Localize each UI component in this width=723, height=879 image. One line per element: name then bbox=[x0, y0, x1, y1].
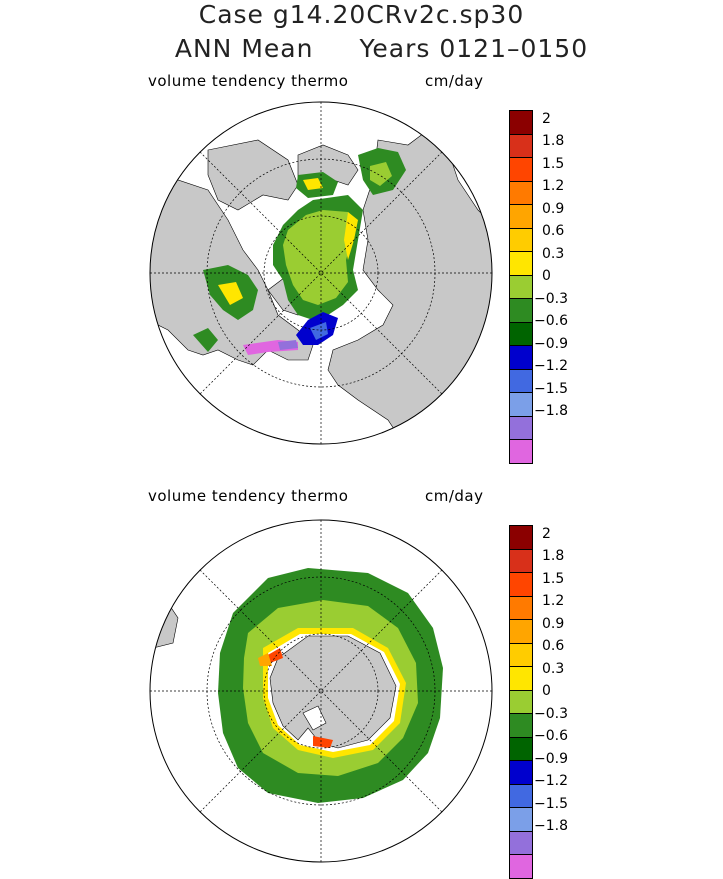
colorbar-segment bbox=[510, 415, 532, 439]
colorbar-tick-label: 2 bbox=[542, 525, 551, 542]
colorbar-segment bbox=[510, 251, 532, 275]
colorbar-segment bbox=[510, 548, 532, 572]
colorbar-segment bbox=[510, 439, 532, 463]
colorbar-tick-label: −0.6 bbox=[534, 728, 568, 744]
colorbar-segment bbox=[510, 227, 532, 251]
colorbar-segment bbox=[510, 854, 532, 878]
colorbar-segment bbox=[510, 666, 532, 690]
colorbar-segment bbox=[510, 392, 532, 416]
colorbar-segment bbox=[510, 298, 532, 322]
colorbar-tick-label: 1.5 bbox=[542, 570, 565, 587]
colorbar-segment bbox=[510, 807, 532, 831]
colorbar-segment bbox=[510, 783, 532, 807]
period-label: ANN Mean bbox=[174, 34, 314, 63]
colorbar-tick-label: −0.3 bbox=[534, 705, 568, 722]
colorbar-segment bbox=[510, 713, 532, 737]
colorbar-segment bbox=[510, 689, 532, 713]
years-label: Years 0121–0150 bbox=[359, 34, 589, 63]
colorbar-tick-label: 0.6 bbox=[542, 223, 565, 239]
colorbar-tick-label: −0.3 bbox=[534, 290, 568, 307]
colorbar-segment bbox=[510, 760, 532, 784]
north-variable-label: volume tendency thermo bbox=[148, 72, 349, 90]
colorbar-segment bbox=[510, 274, 532, 298]
south-polar-map bbox=[149, 519, 493, 863]
south-colorbar bbox=[509, 525, 533, 879]
colorbar-segment bbox=[510, 619, 532, 643]
colorbar-tick-label: 1.2 bbox=[542, 178, 565, 194]
colorbar-tick-label: 1.8 bbox=[542, 133, 565, 149]
colorbar-tick-label: −1.2 bbox=[534, 358, 568, 374]
plot-title-line1: Case g14.20CRv2c.sp30 bbox=[198, 0, 525, 29]
colorbar-segment bbox=[510, 595, 532, 619]
colorbar-tick-label: 0 bbox=[542, 683, 551, 699]
colorbar-tick-label: −0.9 bbox=[534, 750, 568, 767]
colorbar-segment bbox=[510, 642, 532, 666]
colorbar-tick-label: 1.2 bbox=[542, 593, 565, 609]
colorbar-tick-label: 2 bbox=[542, 110, 551, 127]
colorbar-segment bbox=[510, 111, 532, 134]
south-land bbox=[269, 635, 397, 749]
colorbar-segment bbox=[510, 526, 532, 549]
colorbar-segment bbox=[510, 345, 532, 369]
colorbar-tick-label: −1.5 bbox=[534, 795, 568, 812]
colorbar-tick-label: −1.2 bbox=[534, 773, 568, 789]
colorbar-tick-label: 0.3 bbox=[542, 660, 565, 677]
colorbar-tick-label: 0.3 bbox=[542, 245, 565, 262]
colorbar-segment bbox=[510, 736, 532, 760]
colorbar-tick-label: 1.8 bbox=[542, 548, 565, 564]
colorbar-segment bbox=[510, 157, 532, 181]
plot-title-line2: ANN Mean Years 0121–0150 bbox=[20, 34, 723, 63]
colorbar-tick-label: −0.9 bbox=[534, 335, 568, 352]
colorbar-segment bbox=[510, 572, 532, 596]
south-units-label: cm/day bbox=[425, 487, 484, 505]
colorbar-segment bbox=[510, 204, 532, 228]
colorbar-tick-label: −1.8 bbox=[534, 403, 568, 419]
colorbar-tick-label: 0.9 bbox=[542, 615, 565, 632]
colorbar-segment bbox=[510, 368, 532, 392]
colorbar-tick-label: 0 bbox=[542, 268, 551, 284]
colorbar-tick-label: 1.5 bbox=[542, 155, 565, 172]
south-variable-label: volume tendency thermo bbox=[148, 487, 349, 505]
colorbar-segment bbox=[510, 321, 532, 345]
colorbar-segment bbox=[510, 180, 532, 204]
colorbar-tick-label: −0.6 bbox=[534, 313, 568, 329]
colorbar-segment bbox=[510, 133, 532, 157]
colorbar-tick-label: −1.5 bbox=[534, 380, 568, 397]
colorbar-tick-label: 0.9 bbox=[542, 200, 565, 217]
north-polar-map bbox=[149, 101, 493, 445]
colorbar-tick-label: −1.8 bbox=[534, 818, 568, 834]
north-colorbar bbox=[509, 110, 533, 464]
north-units-label: cm/day bbox=[425, 72, 484, 90]
colorbar-tick-label: 0.6 bbox=[542, 638, 565, 654]
colorbar-segment bbox=[510, 830, 532, 854]
